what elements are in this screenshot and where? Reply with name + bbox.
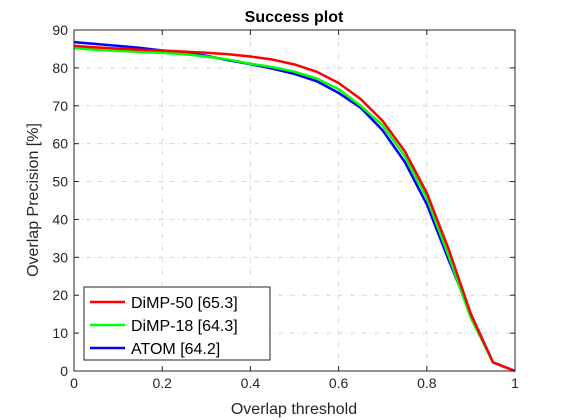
y-tick-label: 0 [60, 363, 68, 379]
y-tick-label: 60 [52, 136, 68, 152]
plot-frame [73, 29, 516, 372]
y-tick-label: 80 [52, 60, 68, 76]
legend-label: DiMP-50 [65.3] [131, 295, 238, 312]
x-tick-label: 0.4 [241, 375, 261, 391]
x-tick-label: 0.6 [329, 375, 349, 391]
legend-label: DiMP-18 [64.3] [131, 318, 238, 335]
y-tick-label: 50 [52, 174, 68, 190]
y-tick-label: 90 [52, 22, 68, 38]
x-tick-label: 0.2 [152, 375, 172, 391]
x-axis-label: Overlap threshold [231, 401, 357, 418]
series-line-1 [73, 44, 516, 373]
y-tick-label: 70 [52, 98, 68, 114]
y-tick-label: 40 [52, 211, 68, 227]
x-tick-label: 0.8 [417, 375, 437, 391]
series-line-3 [73, 40, 516, 373]
chart-title: Success plot [245, 9, 344, 26]
y-axis-label: Overlap Precision [%] [25, 123, 42, 277]
series-line-2 [73, 46, 516, 373]
series-lines [73, 40, 516, 373]
legend: DiMP-50 [65.3] DiMP-18 [64.3] ATOM [64.2] [83, 286, 271, 361]
x-tick-label: 1 [511, 375, 519, 391]
y-tick-label: 30 [52, 249, 68, 265]
y-tick-label: 10 [52, 325, 68, 341]
y-tick-label: 20 [52, 287, 68, 303]
x-tick-label: 0 [70, 375, 78, 391]
legend-label: ATOM [64.2] [131, 341, 220, 358]
